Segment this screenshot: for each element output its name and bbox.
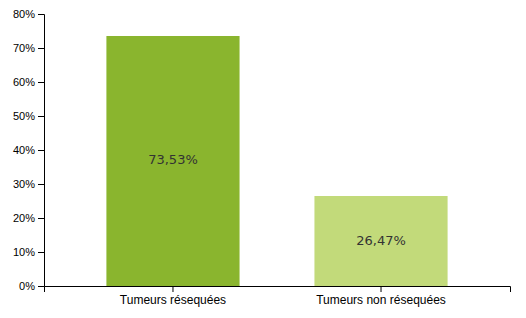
bar: [314, 196, 447, 286]
x-tick-label: Tumeurs non résequées: [316, 293, 446, 307]
y-tick-mark: [38, 48, 44, 49]
y-axis-line: [38, 15, 45, 287]
y-tick-label: 50%: [13, 110, 35, 122]
x-axis-line: [45, 287, 511, 293]
y-tick: 20%: [13, 212, 44, 224]
y-tick-mark: [38, 252, 44, 253]
y-tick-mark: [38, 150, 44, 151]
y-tick: 40%: [13, 144, 44, 156]
y-tick: 60%: [13, 76, 44, 88]
y-tick-mark: [38, 184, 44, 185]
x-tick-mark: [172, 286, 173, 292]
x-tick-mark: [381, 286, 382, 292]
x-tick: Tumeurs résequées: [120, 286, 226, 307]
y-tick: 30%: [13, 178, 44, 190]
y-tick-label: 70%: [13, 42, 35, 54]
y-axis: 0% 10% 20% 30% 40% 50% 60% 70% 80%: [13, 8, 45, 292]
y-tick-mark: [38, 82, 44, 83]
y-tick: 50%: [13, 110, 44, 122]
x-axis: Tumeurs résequées Tumeurs non résequées: [45, 286, 511, 307]
y-tick-mark: [38, 286, 44, 287]
bars: [106, 36, 447, 286]
y-tick-mark: [38, 218, 44, 219]
y-tick: 10%: [13, 246, 44, 258]
y-tick-label: 20%: [13, 212, 35, 224]
plot: 0% 10% 20% 30% 40% 50% 60% 70% 80% Tumeurs résequ…: [13, 8, 511, 307]
y-tick: 0%: [19, 280, 44, 292]
y-tick-mark: [38, 116, 44, 117]
y-tick-label: 10%: [13, 246, 35, 258]
x-tick: Tumeurs non résequées: [316, 286, 446, 307]
x-tick-label: Tumeurs résequées: [120, 293, 226, 307]
bar: [106, 36, 239, 286]
y-tick-label: 40%: [13, 144, 35, 156]
data-label: 26,47%: [356, 233, 406, 248]
y-tick-label: 30%: [13, 178, 35, 190]
y-tick-label: 60%: [13, 76, 35, 88]
chart: 0% 10% 20% 30% 40% 50% 60% 70% 80% Tumeurs résequ…: [0, 0, 526, 318]
data-label: 73,53%: [148, 152, 198, 167]
y-tick-mark: [38, 14, 44, 15]
y-tick: 80%: [13, 8, 44, 20]
data-labels: 73,53% 26,47%: [148, 152, 406, 247]
y-tick-label: 0%: [19, 280, 35, 292]
y-tick-label: 80%: [13, 8, 35, 20]
y-tick: 70%: [13, 42, 44, 54]
